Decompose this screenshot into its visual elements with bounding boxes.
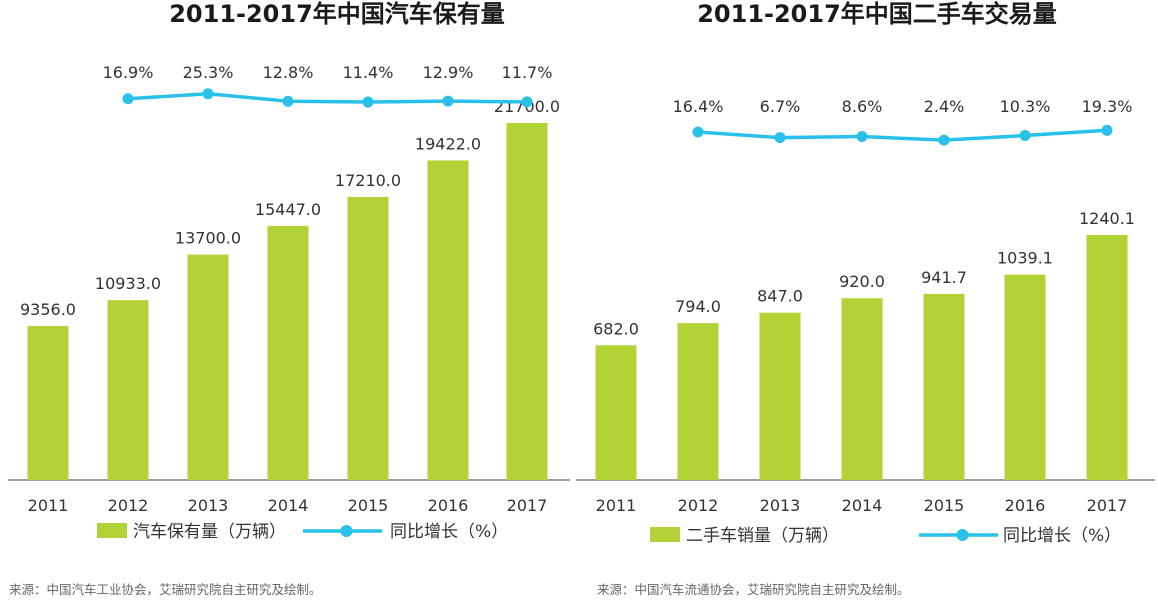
bar-label-left-2016: 19422.0: [415, 134, 481, 153]
x-tick-label-left-2017: 2017: [507, 496, 548, 515]
legend-label-bar-left: 汽车保有量（万辆）: [133, 522, 286, 542]
bar-right-2016: [1004, 274, 1046, 480]
bar-left-2017: [506, 123, 548, 480]
growth-label-left-2015: 11.4%: [343, 63, 394, 82]
growth-label-right-2015: 2.4%: [924, 97, 965, 116]
growth-point-left-2014: [282, 95, 294, 107]
source-note-left: 来源：中国汽车工业协会，艾瑞研究院自主研究及绘制。: [9, 582, 322, 597]
growth-label-left-2016: 12.9%: [423, 63, 474, 82]
bar-label-right-2011: 682.0: [593, 319, 639, 338]
x-tick-label-left-2013: 2013: [188, 496, 229, 515]
growth-point-left-2013: [202, 88, 214, 100]
bar-right-2012: [677, 323, 719, 480]
bar-label-left-2012: 10933.0: [95, 274, 161, 293]
growth-line-left: [126, 91, 529, 104]
growth-point-left-2012: [122, 93, 134, 105]
x-tick-label-right-2013: 2013: [760, 496, 801, 515]
legend-marker-right: [956, 529, 969, 541]
legend-label-bar-right: 二手车销量（万辆）: [686, 526, 839, 546]
growth-point-left-2016: [442, 95, 454, 107]
legend-swatch-bar-left: [97, 523, 127, 538]
growth-label-right-2017: 19.3%: [1082, 97, 1133, 116]
chart-title-left: 2011-2017年中国汽车保有量: [169, 0, 505, 28]
bar-label-right-2014: 920.0: [839, 272, 885, 291]
growth-label-right-2012: 16.4%: [673, 97, 724, 116]
x-tick-label-right-2011: 2011: [596, 496, 637, 515]
bar-label-left-2015: 17210.0: [335, 171, 401, 190]
bar-label-right-2012: 794.0: [675, 297, 721, 316]
bar-label-right-2017: 1240.1: [1079, 209, 1135, 228]
growth-label-left-2014: 12.8%: [263, 63, 314, 82]
bar-right-2011: [595, 345, 637, 480]
x-tick-label-left-2011: 2011: [28, 496, 69, 515]
bar-right-2017: [1086, 235, 1128, 480]
bar-left-2011: [27, 326, 69, 480]
x-tick-label-right-2017: 2017: [1087, 496, 1128, 515]
bar-left-2012: [107, 300, 149, 480]
growth-point-right-2015: [938, 134, 950, 146]
growth-point-right-2016: [1019, 130, 1031, 142]
x-tick-label-left-2012: 2012: [108, 496, 149, 515]
bar-left-2014: [267, 225, 309, 480]
x-tick-label-right-2012: 2012: [678, 496, 719, 515]
legend-marker-left: [340, 525, 353, 537]
bar-label-right-2016: 1039.1: [997, 249, 1053, 268]
growth-point-right-2017: [1101, 124, 1113, 136]
growth-label-left-2012: 16.9%: [103, 63, 154, 82]
chart-title-right: 2011-2017年中国二手车交易量: [697, 0, 1057, 28]
x-tick-label-left-2015: 2015: [348, 496, 389, 515]
growth-point-left-2015: [362, 96, 374, 108]
bar-left-2015: [347, 196, 389, 480]
x-tick-label-right-2016: 2016: [1005, 496, 1046, 515]
x-tick-label-right-2014: 2014: [842, 496, 883, 515]
bar-left-2013: [187, 254, 229, 480]
bar-label-left-2013: 13700.0: [175, 229, 241, 248]
growth-point-right-2012: [692, 126, 704, 138]
bar-left-2016: [427, 160, 469, 480]
growth-line-right: [696, 128, 1109, 142]
growth-label-left-2017: 11.7%: [502, 63, 553, 82]
growth-label-right-2013: 6.7%: [760, 97, 801, 116]
growth-point-right-2014: [856, 131, 868, 143]
growth-label-right-2014: 8.6%: [842, 97, 883, 116]
growth-label-left-2013: 25.3%: [183, 63, 234, 82]
bar-right-2014: [841, 298, 883, 480]
source-note-right: 来源：中国汽车流通协会，艾瑞研究院自主研究及绘制。: [597, 582, 910, 597]
bar-label-right-2015: 941.7: [921, 268, 967, 287]
growth-point-right-2013: [774, 132, 786, 144]
x-tick-label-right-2015: 2015: [924, 496, 965, 515]
x-tick-label-left-2014: 2014: [268, 496, 309, 515]
bar-right-2015: [923, 293, 965, 480]
legend-label-line-right: 同比增长（%）: [1003, 526, 1121, 546]
bar-label-right-2013: 847.0: [757, 287, 803, 306]
bar-label-left-2011: 9356.0: [20, 300, 76, 319]
legend-swatch-bar-right: [650, 527, 680, 542]
bar-label-left-2014: 15447.0: [255, 200, 321, 219]
growth-point-left-2017: [521, 96, 533, 108]
bar-right-2013: [759, 312, 801, 480]
x-tick-label-left-2016: 2016: [428, 496, 469, 515]
legend-label-line-left: 同比增长（%）: [390, 522, 508, 542]
growth-label-right-2016: 10.3%: [1000, 97, 1051, 116]
